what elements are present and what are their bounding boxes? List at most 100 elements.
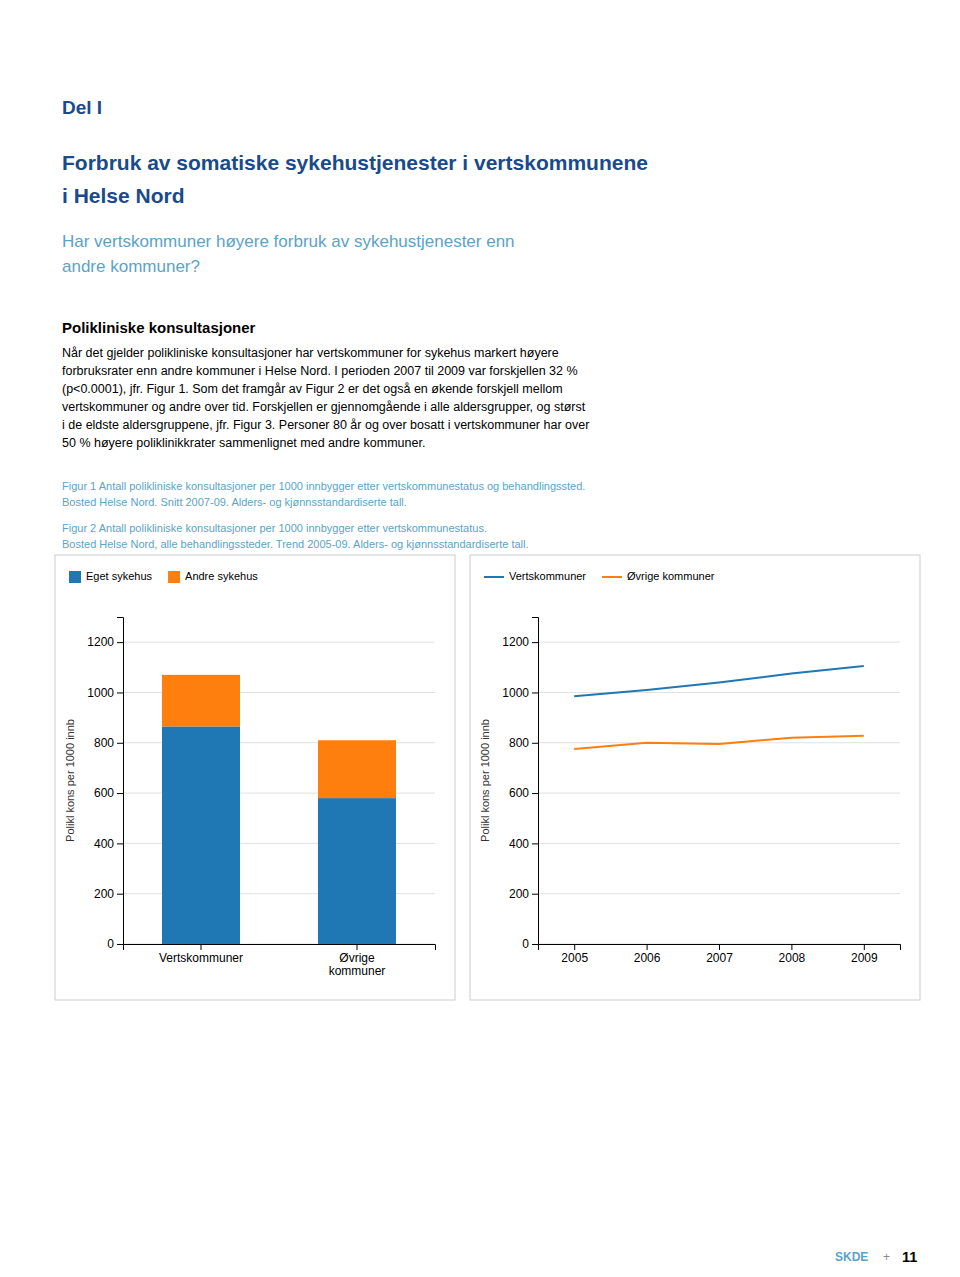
tick-mark [117, 843, 123, 844]
tick: 2009 [851, 944, 878, 965]
tick: 200 [509, 887, 538, 901]
legend-label: Vertskommuner [509, 570, 586, 582]
bar [162, 726, 240, 944]
grid-line [538, 642, 900, 643]
tick-mark [117, 642, 123, 643]
legend-label: Øvrige kommuner [627, 570, 715, 582]
tick-mark [532, 743, 538, 744]
x-axis: Vertskommuner Øvrigekommuner [124, 944, 436, 978]
tick-label: 2006 [634, 951, 661, 965]
tick-label: 1200 [502, 635, 529, 649]
tick: 200 [94, 887, 123, 901]
legend-swatch [69, 571, 81, 583]
tick: 400 [509, 837, 538, 851]
body-text: vertskommuner og andre over tid. Forskje… [62, 400, 586, 414]
tick: 1000 [502, 686, 538, 700]
tick-label: 400 [509, 837, 529, 851]
tick: 0 [522, 937, 538, 951]
tick-mark [117, 894, 123, 895]
bar [162, 675, 240, 727]
tick-label: 0 [522, 937, 529, 951]
tick: 2006 [634, 944, 661, 965]
legend-label: Eget sykehus [86, 570, 153, 582]
tick-mark [647, 944, 648, 950]
tick-label: 800 [94, 736, 114, 750]
tick-label: Vertskommuner [159, 951, 243, 965]
legend-item: Øvrige kommuner [602, 570, 715, 582]
page: Del IForbruk av somatiske sykehustjenest… [0, 0, 960, 1277]
tick-label: 0 [107, 937, 114, 951]
chart: 2005 2006 2007 2008 2009 0 200 400 600 800 1000 120… [479, 570, 901, 965]
tick-mark [117, 692, 123, 693]
axis-line [539, 945, 901, 951]
tick: 1200 [502, 635, 538, 649]
tick-mark [532, 894, 538, 895]
legend-swatch [168, 571, 180, 583]
legend-item: Andre sykehus [168, 570, 258, 583]
tick-label: 1200 [87, 635, 114, 649]
chart: Vertskommuner Øvrigekommuner 0 200 400 600 800… [64, 570, 436, 978]
tick-label: Øvrigekommuner [329, 951, 386, 979]
legend-item: Vertskommuner [484, 570, 586, 582]
chart-frame [55, 555, 455, 1000]
grid-line [538, 843, 900, 844]
y-axis: 0 200 400 600 800 1000 1200 [502, 618, 538, 952]
body-text: forbruksrater enn andre kommuner i Helse… [62, 364, 578, 378]
tick: 2005 [561, 944, 588, 965]
tick-label: 800 [509, 736, 529, 750]
tick: 1200 [87, 635, 123, 649]
tick-mark [864, 944, 865, 950]
figure-caption: Figur 1 Antall polikliniske konsultasjon… [62, 480, 585, 492]
tick-label-line: Øvrige [339, 951, 375, 965]
legend-label: Andre sykehus [185, 570, 258, 582]
figure-caption: Figur 2 Antall polikliniske konsultasjon… [62, 522, 487, 534]
tick: 0 [107, 937, 123, 951]
tick-mark [719, 944, 720, 950]
page-subtitle: andre kommuner? [62, 257, 200, 276]
page-title: Forbruk av somatiske sykehustjenester i … [62, 151, 648, 174]
grid-line [123, 642, 435, 643]
body-text: (p<0.0001), jfr. Figur 1. Som det framgå… [62, 382, 563, 396]
tick-label: 200 [94, 887, 114, 901]
tick-label: 2007 [706, 951, 733, 965]
bar [318, 798, 396, 944]
tick-mark [532, 642, 538, 643]
axis-line [532, 618, 539, 945]
tick: 2008 [779, 944, 806, 965]
page-title: i Helse Nord [62, 184, 185, 207]
tick-label-line: kommuner [329, 964, 386, 978]
tick-label: 400 [94, 837, 114, 851]
y-axis: 0 200 400 600 800 1000 1200 [87, 618, 123, 952]
tick-mark [532, 843, 538, 844]
footer-text: + [883, 1250, 890, 1264]
tick: Vertskommuner [159, 944, 243, 965]
tick-mark [117, 793, 123, 794]
tick-mark [201, 944, 202, 950]
line [574, 736, 864, 749]
tick-label: 1000 [502, 686, 529, 700]
legend: Eget sykehus Andre sykehus [69, 570, 258, 583]
tick-mark [574, 944, 575, 950]
tick-label: 1000 [87, 686, 114, 700]
footer-text: 11 [902, 1249, 917, 1265]
section-heading: Polikliniske konsultasjoner [62, 319, 256, 336]
tick-label: 600 [509, 786, 529, 800]
tick-label: 600 [94, 786, 114, 800]
tick-mark [117, 944, 123, 945]
grid-line [538, 793, 900, 794]
tick-mark [791, 944, 792, 950]
tick: Øvrigekommuner [329, 944, 386, 978]
legend-swatch [602, 576, 622, 578]
tick: 800 [509, 736, 538, 750]
tick: 2007 [706, 944, 733, 965]
x-axis: 2005 2006 2007 2008 2009 [539, 944, 901, 965]
chart-frame [470, 555, 920, 1000]
tick: 400 [94, 837, 123, 851]
axis-line [124, 945, 436, 951]
tick-label: 2009 [851, 951, 878, 965]
grid-line [538, 692, 900, 693]
figure-caption: Bosted Helse Nord, alle behandlingsstede… [62, 538, 529, 550]
tick-mark [532, 692, 538, 693]
marks [574, 666, 864, 749]
bar [318, 740, 396, 798]
